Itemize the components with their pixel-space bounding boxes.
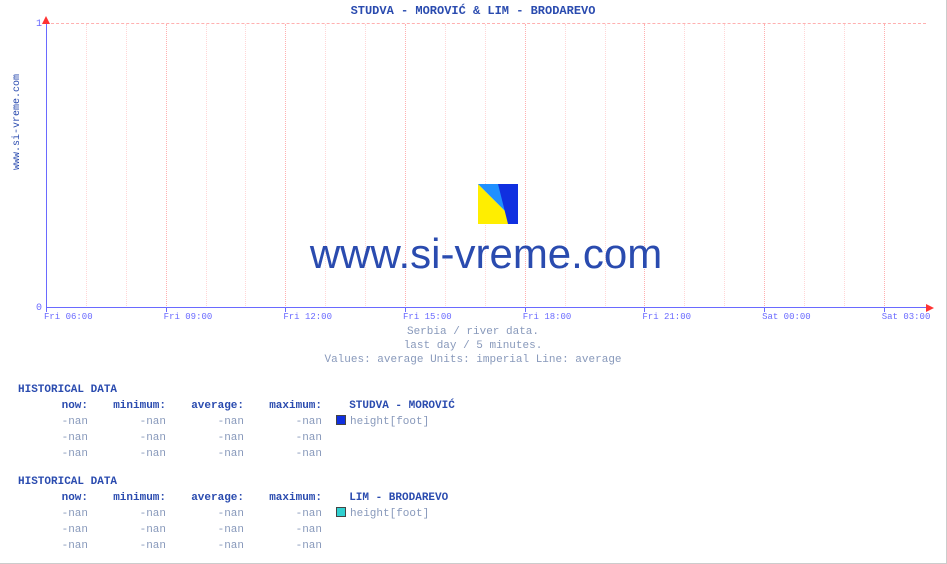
historical-title: HISTORICAL DATA bbox=[18, 476, 448, 488]
table-row: -nan -nan -nan -nan bbox=[18, 446, 455, 462]
col-avg: average: bbox=[174, 398, 252, 414]
historical-header-row: now: minimum: average: maximum: LIM - BR… bbox=[18, 490, 448, 506]
table-row: -nan -nan -nan -nan bbox=[18, 430, 455, 446]
y-tick-label: 0 bbox=[28, 303, 42, 314]
series-marker-icon bbox=[336, 415, 346, 425]
caption-line-2: last day / 5 minutes. bbox=[0, 340, 946, 352]
caption-line-1: Serbia / river data. bbox=[0, 326, 946, 338]
chart-title: STUDVA - MOROVIĆ & LIM - BRODAREVO bbox=[0, 4, 946, 18]
historical-title: HISTORICAL DATA bbox=[18, 384, 455, 396]
col-min: minimum: bbox=[96, 398, 174, 414]
y-axis-arrow-icon bbox=[42, 16, 50, 24]
source-side-label: www.si-vreme.com bbox=[12, 74, 23, 170]
x-tick-label: Fri 09:00 bbox=[164, 312, 213, 322]
x-tick-label: Fri 06:00 bbox=[44, 312, 93, 322]
series-label: STUDVA - MOROVIĆ bbox=[330, 398, 455, 414]
table-row: -nan -nan -nan -nan bbox=[18, 538, 448, 554]
x-tick-label: Fri 15:00 bbox=[403, 312, 452, 322]
table-row: -nan -nan -nan -nan height[foot] bbox=[18, 506, 448, 522]
table-row: -nan -nan -nan -nan bbox=[18, 522, 448, 538]
series-label: LIM - BRODAREVO bbox=[330, 490, 448, 506]
x-tick-label: Sat 03:00 bbox=[882, 312, 931, 322]
col-now: now: bbox=[18, 398, 96, 414]
watermark-text: www.si-vreme.com bbox=[46, 230, 926, 278]
x-tick-label: Sat 00:00 bbox=[762, 312, 811, 322]
series-marker-icon bbox=[336, 507, 346, 517]
x-tick-label: Fri 18:00 bbox=[523, 312, 572, 322]
col-avg: average: bbox=[174, 490, 252, 506]
x-tick-label: Fri 12:00 bbox=[283, 312, 332, 322]
chart-area: 01Fri 06:00Fri 09:00Fri 12:00Fri 15:00Fr… bbox=[46, 24, 926, 308]
historical-data-block-1: HISTORICAL DATA now: minimum: average: m… bbox=[18, 384, 455, 462]
col-max: maximum: bbox=[252, 398, 330, 414]
col-min: minimum: bbox=[96, 490, 174, 506]
caption-line-3: Values: average Units: imperial Line: av… bbox=[0, 354, 946, 366]
site-logo-icon bbox=[478, 184, 518, 224]
col-max: maximum: bbox=[252, 490, 330, 506]
table-row: -nan -nan -nan -nan height[foot] bbox=[18, 414, 455, 430]
y-tick-label: 1 bbox=[28, 19, 42, 30]
historical-header-row: now: minimum: average: maximum: STUDVA -… bbox=[18, 398, 455, 414]
x-axis-arrow-icon bbox=[926, 304, 934, 312]
x-tick-label: Fri 21:00 bbox=[642, 312, 691, 322]
historical-data-block-2: HISTORICAL DATA now: minimum: average: m… bbox=[18, 476, 448, 554]
col-now: now: bbox=[18, 490, 96, 506]
